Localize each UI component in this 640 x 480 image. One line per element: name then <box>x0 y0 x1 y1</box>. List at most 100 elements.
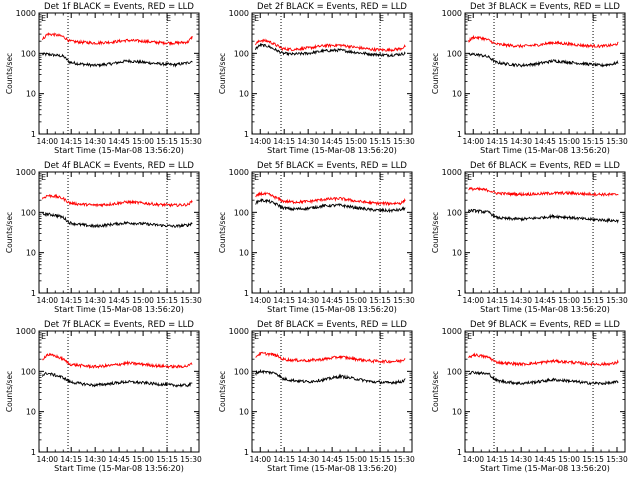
x-tick-label: 14:45 <box>534 296 556 305</box>
y-tick-label: 1 <box>244 289 249 298</box>
y-tick-label: 100 <box>447 208 462 217</box>
y-axis-label: Counts/sec <box>218 53 227 94</box>
y-tick-label: 1000 <box>229 9 249 18</box>
chart-title: Det 2f BLACK = Events, RED = LLD <box>257 2 407 12</box>
event-marker-label: E <box>166 173 171 182</box>
x-tick-label: 14:00 <box>462 296 484 305</box>
chart-title: Det 5f BLACK = Events, RED = LLD <box>257 161 407 171</box>
x-tick-label: 14:15 <box>60 137 82 146</box>
y-tick-label: 100 <box>234 367 249 376</box>
x-tick-label: 15:15 <box>156 137 178 146</box>
x-tick-label: 15:00 <box>345 137 367 146</box>
events-series-line <box>255 368 406 385</box>
x-tick-label: 14:00 <box>36 296 58 305</box>
y-tick-label: 100 <box>21 49 36 58</box>
x-tick-label: 15:15 <box>582 296 604 305</box>
y-axis-label: Counts/sec <box>5 371 14 412</box>
x-tick-label: 15:00 <box>132 455 154 464</box>
lld-series-line <box>255 38 406 53</box>
lld-series-line <box>468 186 619 198</box>
y-tick-label: 100 <box>21 208 36 217</box>
x-tick-label: 15:30 <box>606 455 628 464</box>
x-axis-label: Start Time (15-Mar-08 13:56:20) <box>267 464 397 473</box>
y-tick-label: 100 <box>447 367 462 376</box>
chart-title: Det 4f BLACK = Events, RED = LLD <box>44 161 194 171</box>
event-marker-label: E <box>467 14 472 23</box>
y-tick-label: 1 <box>457 448 462 457</box>
x-tick-label: 14:45 <box>321 455 343 464</box>
x-tick-label: 14:15 <box>60 296 82 305</box>
y-tick-label: 1000 <box>229 168 249 177</box>
x-tick-label: 15:30 <box>180 137 202 146</box>
x-tick-label: 14:00 <box>462 455 484 464</box>
lld-series-line <box>42 352 193 370</box>
x-axis-label: Start Time (15-Mar-08 13:56:20) <box>480 146 610 155</box>
events-series-line <box>255 42 406 58</box>
chart-title: Det 6f BLACK = Events, RED = LLD <box>470 161 620 171</box>
y-tick-label: 1000 <box>442 327 462 336</box>
x-tick-label: 15:00 <box>132 137 154 146</box>
event-marker-label: E <box>41 332 46 341</box>
x-axis-label: Start Time (15-Mar-08 13:56:20) <box>54 305 184 314</box>
y-tick-label: 1000 <box>442 168 462 177</box>
chart-panel-1: Det 1f BLACK = Events, RED = LLD 1 10 100 10… <box>5 2 202 155</box>
plot-frame <box>38 171 200 294</box>
y-axis-label: Counts/sec <box>218 371 227 412</box>
x-tick-label: 14:15 <box>60 455 82 464</box>
x-tick-label: 15:00 <box>558 137 580 146</box>
chart-panel-8: Det 8f BLACK = Events, RED = LLD 1 10 100 10… <box>218 320 415 473</box>
event-marker-label: E <box>592 332 597 341</box>
y-axis-label: Counts/sec <box>431 212 440 253</box>
x-axis-label: Start Time (15-Mar-08 13:56:20) <box>480 464 610 473</box>
x-tick-label: 14:00 <box>462 137 484 146</box>
chart-title: Det 8f BLACK = Events, RED = LLD <box>257 320 407 330</box>
chart-panel-3: Det 3f BLACK = Events, RED = LLD 1 10 100 10… <box>431 2 628 155</box>
x-tick-label: 15:00 <box>345 455 367 464</box>
chart-panel-2: Det 2f BLACK = Events, RED = LLD 1 10 100 10… <box>218 2 415 155</box>
events-series-line <box>468 208 619 224</box>
x-tick-label: 15:30 <box>606 296 628 305</box>
event-marker-label: E <box>254 332 259 341</box>
chart-panel-5: Det 5f BLACK = Events, RED = LLD 1 10 100 10… <box>218 161 415 314</box>
x-tick-label: 15:30 <box>393 137 415 146</box>
y-tick-label: 1000 <box>16 168 36 177</box>
y-tick-label: 1000 <box>229 327 249 336</box>
lld-series-line <box>42 193 193 208</box>
y-tick-label: 1000 <box>442 9 462 18</box>
x-tick-label: 15:15 <box>156 296 178 305</box>
event-marker-label: E <box>166 332 171 341</box>
x-tick-label: 14:00 <box>36 455 58 464</box>
events-series-line <box>468 52 619 68</box>
event-marker-label: E <box>254 173 259 182</box>
x-tick-label: 14:15 <box>273 455 295 464</box>
plot-frame <box>251 12 413 135</box>
chart-title: Det 1f BLACK = Events, RED = LLD <box>44 2 194 12</box>
x-tick-label: 14:30 <box>297 455 319 464</box>
x-tick-label: 14:15 <box>273 137 295 146</box>
y-axis-label: Counts/sec <box>5 53 14 94</box>
x-tick-label: 15:00 <box>558 296 580 305</box>
x-tick-label: 15:30 <box>606 137 628 146</box>
event-marker-label: E <box>254 14 259 23</box>
chart-panel-4: Det 4f BLACK = Events, RED = LLD 1 10 100 10… <box>5 161 202 314</box>
y-tick-label: 100 <box>234 208 249 217</box>
y-tick-label: 10 <box>239 249 249 258</box>
x-tick-label: 14:45 <box>108 455 130 464</box>
x-tick-label: 14:15 <box>273 296 295 305</box>
plot-frame <box>464 12 626 135</box>
lld-series-line <box>255 190 406 207</box>
x-tick-label: 14:30 <box>84 455 106 464</box>
y-tick-label: 1 <box>457 289 462 298</box>
x-tick-label: 14:00 <box>249 137 271 146</box>
x-tick-label: 14:45 <box>321 296 343 305</box>
x-axis-label: Start Time (15-Mar-08 13:56:20) <box>54 146 184 155</box>
events-series-line <box>42 371 193 388</box>
event-marker-label: E <box>379 14 384 23</box>
events-series-line <box>42 51 193 68</box>
chart-title: Det 7f BLACK = Events, RED = LLD <box>44 320 194 330</box>
x-tick-label: 15:15 <box>369 137 391 146</box>
lld-series-line <box>468 352 619 367</box>
event-marker-label: E <box>467 332 472 341</box>
plot-frame <box>251 330 413 453</box>
y-tick-label: 1000 <box>16 327 36 336</box>
